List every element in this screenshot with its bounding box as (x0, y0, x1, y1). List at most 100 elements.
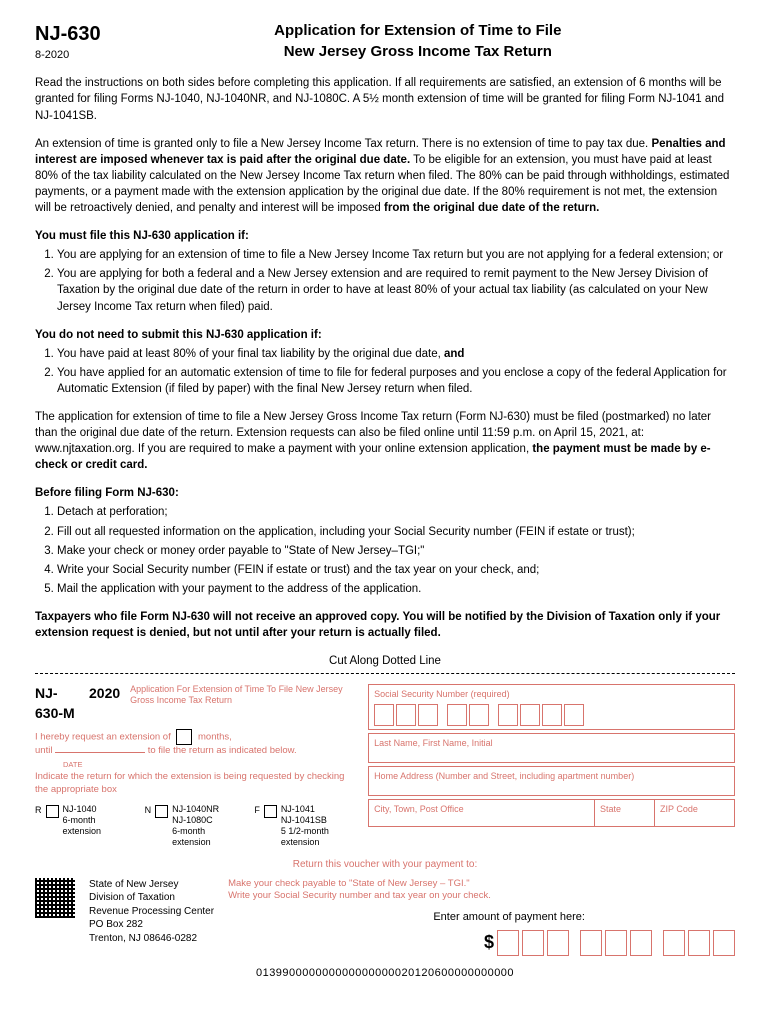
checkbox-r: R NJ-1040 6-month extension (35, 804, 123, 847)
scan-line: 013990000000000000000020120600000000000 (35, 966, 735, 981)
intro-paragraph-1: Read the instructions on both sides befo… (35, 75, 735, 123)
voucher-form-number: NJ-630-M (35, 684, 79, 723)
mail-l2: Division of Taxation (89, 891, 214, 905)
before-item-4: Write your Social Security number (FEIN … (57, 562, 735, 578)
req-a: I hereby request an extension of (35, 732, 171, 743)
chk-n-letter: N (145, 804, 152, 817)
must-file-item-2: You are applying for both a federal and … (57, 266, 735, 314)
chk-f-box[interactable] (264, 805, 277, 818)
ssn-boxes (374, 704, 729, 726)
no-need-1-bold: and (444, 348, 464, 360)
no-need-list: You have paid at least 80% of your final… (35, 346, 735, 397)
ssn-cell[interactable] (374, 704, 394, 726)
title-line-1: Application for Extension of Time to Fil… (101, 20, 735, 41)
zip-field[interactable]: ZIP Code (655, 799, 735, 827)
name-field[interactable]: Last Name, First Name, Initial (368, 733, 735, 763)
pay-cell[interactable] (605, 930, 627, 956)
voucher-right: Social Security Number (required) Last (368, 684, 735, 847)
checkbox-row: R NJ-1040 6-month extension N NJ-1040NR … (35, 804, 354, 847)
before-list: Detach at perforation; Fill out all requ… (35, 504, 735, 596)
ssn-cell[interactable] (520, 704, 540, 726)
indicate-text: Indicate the return for which the extens… (35, 771, 354, 797)
city-state-zip-row: City, Town, Post Office State ZIP Code (368, 799, 735, 827)
mailing-address: State of New Jersey Division of Taxation… (89, 878, 214, 946)
mail-l1: State of New Jersey (89, 878, 214, 892)
chk-r-forms: NJ-1040 (63, 804, 123, 815)
request-line: I hereby request an extension of months,… (35, 729, 354, 758)
voucher-subtitle: Application For Extension of Time To Fil… (130, 684, 354, 706)
form-title: Application for Extension of Time to Fil… (101, 20, 735, 62)
pay-cell[interactable] (497, 930, 519, 956)
pay-cell[interactable] (688, 930, 710, 956)
revision-date: 8-2020 (35, 48, 101, 63)
zip-label: ZIP Code (660, 804, 698, 814)
deadline-paragraph: The application for extension of time to… (35, 409, 735, 473)
mail-l5: Trenton, NJ 08646-0282 (89, 932, 214, 946)
voucher-section: NJ-630-M 2020 Application For Extension … (35, 684, 735, 981)
ssn-label: Social Security Number (required) (374, 688, 729, 701)
return-voucher-line: Return this voucher with your payment to… (35, 858, 735, 872)
before-item-5: Mail the application with your payment t… (57, 581, 735, 597)
form-number: NJ-630 (35, 20, 101, 48)
must-file-head: You must file this NJ-630 application if… (35, 228, 735, 244)
ssn-field[interactable]: Social Security Number (required) (368, 684, 735, 730)
ssn-cell[interactable] (447, 704, 467, 726)
before-head: Before filing Form NJ-630: (35, 485, 735, 501)
intro-p2-a: An extension of time is granted only to … (35, 138, 651, 150)
chk-f-forms: NJ-1041 NJ-1041SB (281, 804, 354, 826)
req-b: months, (198, 732, 232, 743)
chk-n-ext: 6-month extension (172, 826, 232, 848)
payable-note: Make your check payable to "State of New… (228, 878, 735, 903)
chk-f-letter: F (254, 804, 260, 817)
ssn-cell[interactable] (498, 704, 518, 726)
before-item-3: Make your check or money order payable t… (57, 543, 735, 559)
voucher-year: 2020 (89, 684, 120, 704)
mail-l4: PO Box 282 (89, 918, 214, 932)
voucher-left: NJ-630-M 2020 Application For Extension … (35, 684, 354, 847)
chk-f-ext: 5 1/2-month extension (281, 826, 354, 848)
address-label: Home Address (Number and Street, includi… (374, 770, 729, 783)
intro-paragraph-2: An extension of time is granted only to … (35, 136, 735, 216)
chk-r-ext: 6-month extension (63, 815, 123, 837)
payable-l2: Write your Social Security number and ta… (228, 890, 735, 902)
barcode-icon (35, 878, 75, 918)
pay-cell[interactable] (663, 930, 685, 956)
chk-r-box[interactable] (46, 805, 59, 818)
no-need-head: You do not need to submit this NJ-630 ap… (35, 327, 735, 343)
ssn-cell[interactable] (564, 704, 584, 726)
checkbox-n: N NJ-1040NR NJ-1080C 6-month extension (145, 804, 233, 847)
checkbox-f: F NJ-1041 NJ-1041SB 5 1/2-month extensio… (254, 804, 354, 847)
name-label: Last Name, First Name, Initial (374, 737, 729, 750)
pay-cell[interactable] (713, 930, 735, 956)
perforation-line (35, 673, 735, 674)
chk-n-box[interactable] (155, 805, 168, 818)
payment-info: Make your check payable to "State of New… (228, 878, 735, 956)
notice-paragraph: Taxpayers who file Form NJ-630 will not … (35, 609, 735, 641)
ssn-cell[interactable] (418, 704, 438, 726)
date-label: DATE (63, 760, 354, 771)
cut-line-label: Cut Along Dotted Line (329, 655, 441, 667)
date-input-line[interactable] (55, 752, 145, 753)
pay-cell[interactable] (547, 930, 569, 956)
pay-cell[interactable] (580, 930, 602, 956)
ssn-cell[interactable] (396, 704, 416, 726)
chk-r-letter: R (35, 804, 42, 817)
months-input-box[interactable] (176, 729, 192, 745)
payment-boxes: $ (228, 930, 735, 956)
pay-cell[interactable] (630, 930, 652, 956)
chk-n-forms: NJ-1040NR NJ-1080C (172, 804, 232, 826)
ssn-cell[interactable] (542, 704, 562, 726)
voucher-bottom: State of New Jersey Division of Taxation… (35, 878, 735, 956)
pay-cell[interactable] (522, 930, 544, 956)
no-need-item-1: You have paid at least 80% of your final… (57, 346, 735, 362)
intro-p2-bold2: from the original due date of the return… (384, 202, 599, 214)
ssn-cell[interactable] (469, 704, 489, 726)
address-field[interactable]: Home Address (Number and Street, includi… (368, 766, 735, 796)
must-file-list: You are applying for an extension of tim… (35, 247, 735, 314)
amount-label: Enter amount of payment here: (228, 910, 735, 925)
cut-line-section: Cut Along Dotted Line (35, 653, 735, 674)
city-field[interactable]: City, Town, Post Office (368, 799, 595, 827)
city-label: City, Town, Post Office (374, 804, 464, 814)
state-field[interactable]: State (595, 799, 655, 827)
req-c: until (35, 745, 52, 756)
